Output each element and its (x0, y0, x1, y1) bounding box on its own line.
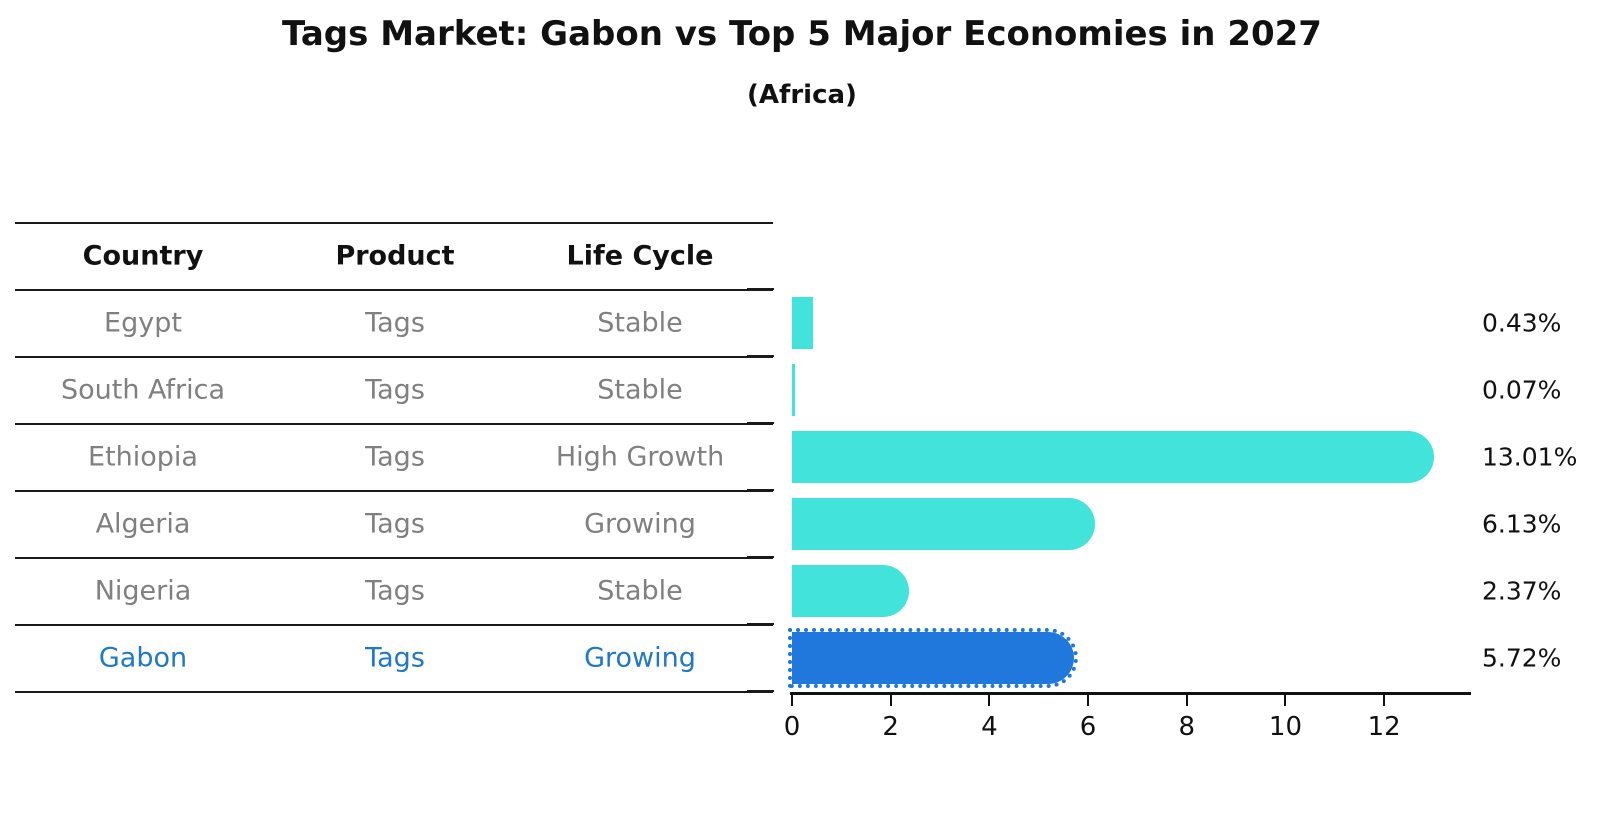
x-tick-label: 8 (1178, 712, 1196, 742)
x-tick-label: 2 (882, 712, 899, 742)
x-axis-line (790, 692, 1471, 695)
table-cell-life_cycle: High Growth (555, 441, 725, 472)
bar-nigeria (792, 564, 909, 617)
x-tick-mark (1383, 695, 1386, 706)
x-tick-label: 0 (783, 712, 801, 742)
column-header: Product (335, 240, 455, 271)
table-rule (15, 691, 773, 693)
table-cell-country: Ethiopia (88, 441, 198, 472)
value-label: 0.07% (1482, 375, 1562, 404)
chart-title: Tags Market: Gabon vs Top 5 Major Econom… (282, 14, 1322, 54)
table-cell-product: Tags (365, 307, 425, 338)
value-label: 6.13% (1482, 509, 1562, 538)
table-cell-country: Algeria (95, 508, 191, 539)
x-tick-label: 4 (981, 712, 998, 742)
bar-south-africa (792, 363, 796, 416)
bar-highlight-gabon (787, 627, 1079, 688)
table-cell-life_cycle: Stable (597, 575, 683, 606)
chart-subtitle: (Africa) (747, 80, 857, 110)
table-rule (15, 490, 773, 492)
x-tick-mark (889, 695, 892, 706)
x-tick-mark (988, 695, 991, 706)
x-tick-mark (1087, 695, 1090, 706)
table-rule (15, 222, 773, 224)
table-cell-product: Tags (365, 508, 425, 539)
x-tick-label: 6 (1079, 712, 1097, 742)
table-cell-life_cycle: Growing (584, 508, 696, 539)
x-tick-label: 12 (1367, 712, 1401, 742)
y-tick (747, 556, 774, 558)
column-header: Life Cycle (566, 240, 714, 271)
x-tick-mark (791, 695, 793, 706)
table-cell-country: South Africa (60, 374, 226, 405)
table-rule (15, 423, 773, 425)
y-tick (747, 489, 774, 491)
x-tick-label: 10 (1268, 712, 1303, 742)
y-tick (747, 355, 774, 357)
table-cell-life_cycle: Growing (584, 642, 696, 673)
x-tick-mark (1284, 695, 1287, 706)
table-cell-country: Egypt (104, 307, 182, 338)
bar-egypt (792, 296, 814, 349)
value-label: 13.01% (1482, 442, 1578, 471)
table-rule (15, 624, 773, 626)
table-cell-country: Gabon (98, 642, 188, 673)
table-cell-product: Tags (365, 441, 425, 472)
table-cell-life_cycle: Stable (597, 307, 683, 338)
table-cell-country: Nigeria (94, 575, 192, 606)
bar-algeria (792, 497, 1095, 550)
table-cell-product: Tags (365, 374, 425, 405)
table-cell-product: Tags (365, 575, 425, 606)
bar-ethiopia (792, 430, 1434, 483)
table-rule (15, 557, 773, 559)
y-tick (747, 422, 774, 424)
y-tick (747, 288, 774, 290)
table-cell-product: Tags (365, 642, 425, 673)
value-label: 0.43% (1482, 308, 1562, 337)
value-label: 2.37% (1482, 576, 1562, 605)
table-rule (15, 356, 773, 358)
y-tick (747, 623, 774, 625)
x-tick-mark (1185, 695, 1188, 706)
value-label: 5.72% (1482, 643, 1562, 672)
table-rule (15, 289, 773, 291)
table-cell-life_cycle: Stable (597, 374, 683, 405)
column-header: Country (82, 240, 204, 271)
y-tick (747, 690, 774, 692)
